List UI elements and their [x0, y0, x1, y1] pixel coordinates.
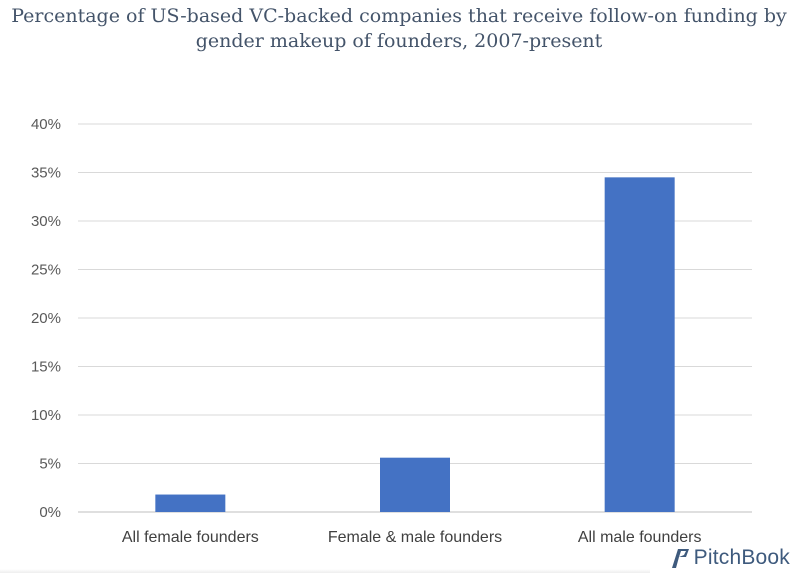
x-tick-label: All female founders: [122, 529, 259, 546]
logo-text: PitchBook: [693, 546, 790, 569]
bar-all-male-founders: [604, 177, 675, 512]
bar-female-male-founders: [380, 457, 450, 512]
x-tick-label: Female & male founders: [328, 529, 502, 546]
bar-all-female-founders: [155, 494, 226, 512]
y-tick-label: 0%: [39, 504, 61, 521]
y-tick-label: 25%: [31, 262, 61, 279]
y-tick-label: 20%: [31, 310, 61, 327]
y-tick-label: 5%: [39, 456, 61, 473]
y-tick-label: 35%: [31, 165, 61, 182]
y-tick-label: 15%: [31, 359, 61, 376]
pitchbook-flag-icon: [671, 549, 689, 568]
y-tick-label: 30%: [31, 213, 61, 230]
bottom-divider: [0, 569, 650, 573]
x-axis-labels: All female founders Female & male founder…: [122, 529, 702, 546]
pitchbook-logo: PitchBook: [669, 545, 790, 571]
y-tick-label: 10%: [31, 407, 61, 424]
x-tick-label: All male founders: [578, 529, 702, 546]
y-tick-label: 40%: [31, 116, 61, 133]
bars: [155, 177, 675, 512]
y-axis-ticks: 0% 5% 10% 15% 20% 25% 30% 35% 40%: [31, 116, 61, 521]
chart-title: Percentage of US-based VC-backed compani…: [11, 5, 787, 52]
